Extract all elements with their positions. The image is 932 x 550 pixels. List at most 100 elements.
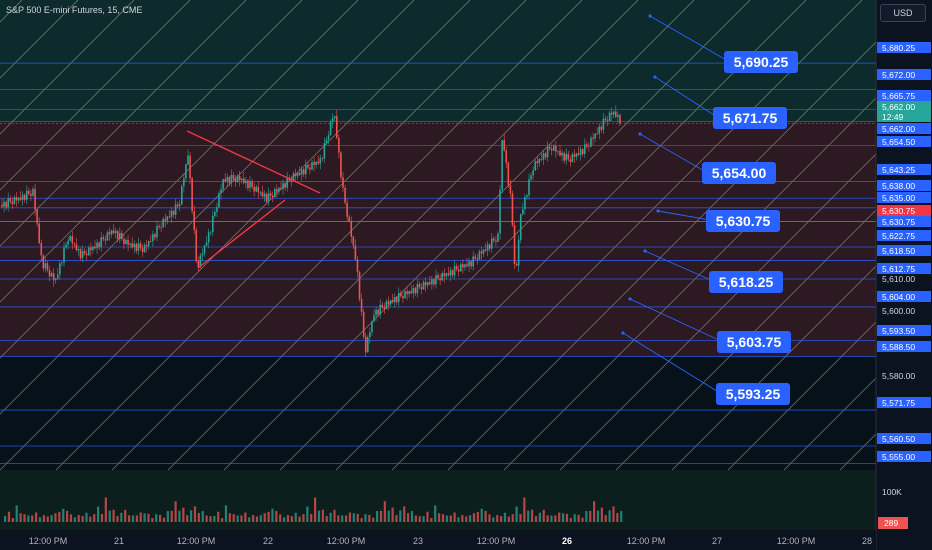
candle-body <box>40 243 43 256</box>
candle-body <box>509 185 512 194</box>
candle-body <box>265 193 268 202</box>
callout-6[interactable]: 5,603.75 <box>717 331 791 353</box>
price-label: 5,662.00 <box>882 102 915 112</box>
volume-bar <box>286 515 290 522</box>
candle-body <box>181 186 183 205</box>
candle-body <box>52 273 55 281</box>
price-label-bg <box>877 205 931 216</box>
candle-body <box>348 216 350 222</box>
candle-body <box>441 273 443 281</box>
candle-body <box>309 167 311 170</box>
candle-body <box>98 242 100 248</box>
callout-7[interactable]: 5,593.25 <box>716 383 790 405</box>
volume-bar <box>217 511 220 522</box>
candle-body <box>125 239 127 245</box>
candle-body <box>406 291 408 295</box>
candle-body <box>565 153 567 161</box>
symbol-title[interactable]: S&P 500 E-mini Futures, 15, CME <box>6 5 143 15</box>
callout-2[interactable]: 5,671.75 <box>713 107 787 129</box>
candle-body <box>342 177 344 188</box>
candle-body <box>598 126 601 134</box>
volume-bar <box>58 511 61 522</box>
price-label-bg <box>877 245 931 256</box>
candle-body <box>156 226 158 238</box>
price-label-bg <box>877 341 931 352</box>
candle-body <box>544 153 547 158</box>
price-label: 5,610.00 <box>882 274 915 284</box>
volume-bar <box>248 517 251 522</box>
callout-box <box>716 383 790 405</box>
volume-bar <box>379 510 383 522</box>
volume-bar <box>531 509 534 522</box>
channel-line <box>391 0 863 471</box>
candle-body <box>251 181 253 187</box>
volume-scale-label: 100K <box>882 487 902 497</box>
time-label: 12:00 PM <box>777 536 816 546</box>
candle-body <box>377 309 379 315</box>
volume-bar <box>128 515 131 522</box>
price-label: 5,643.25 <box>882 165 915 175</box>
time-axis[interactable]: 12:00 PM 21 12:00 PM 22 12:00 PM 23 12:00 PM 26… <box>0 530 876 550</box>
volume-bar <box>449 515 452 522</box>
callout-anchor <box>648 14 652 18</box>
price-axis[interactable]: 5,680.255,672.005,665.755,662.0012:495,6… <box>875 0 932 550</box>
callout-box <box>706 210 780 232</box>
candle-body <box>19 197 22 200</box>
candle-body <box>499 189 501 234</box>
candle-body <box>474 256 477 259</box>
candle-body <box>536 161 539 164</box>
candle-body <box>205 242 208 246</box>
candle-body <box>284 183 286 188</box>
candle-body <box>420 287 423 290</box>
candlestick-series <box>1 105 621 358</box>
candle-body <box>102 237 105 240</box>
volume-bar <box>151 518 154 522</box>
callout-3[interactable]: 5,654.00 <box>702 162 776 184</box>
price-label: 5,662.00 <box>882 124 915 134</box>
candle-body <box>3 201 5 207</box>
candle-body <box>534 161 536 171</box>
callout-5[interactable]: 5,618.25 <box>709 271 783 293</box>
volume-bar <box>538 512 541 522</box>
currency-button[interactable]: USD <box>880 4 926 22</box>
callout-price: 5,690.25 <box>734 54 789 70</box>
candle-body <box>412 288 415 294</box>
volume-bar <box>298 516 301 522</box>
candle-body <box>83 251 86 254</box>
volume-bar <box>395 515 398 522</box>
candle-body <box>393 297 396 303</box>
price-label: 5,654.50 <box>882 137 915 147</box>
candle-body <box>13 197 16 204</box>
volume-bar <box>240 515 243 522</box>
candle-body <box>581 149 584 154</box>
callout-1[interactable]: 5,690.25 <box>724 51 798 73</box>
candle-body <box>404 291 406 299</box>
red-zone <box>0 121 876 357</box>
candle-body <box>92 246 94 251</box>
candle-body <box>302 169 305 175</box>
volume-bar <box>166 511 169 522</box>
candle-body <box>557 150 559 152</box>
volume-bar <box>93 514 96 522</box>
candle-body <box>387 301 390 304</box>
price-label-bg <box>877 164 931 175</box>
volume-bar <box>604 515 607 522</box>
triangle-drawing[interactable] <box>186 130 321 269</box>
callout-4[interactable]: 5,630.75 <box>706 210 780 232</box>
candle-body <box>228 177 231 184</box>
candle-body <box>482 249 485 254</box>
volume-bar <box>523 497 526 522</box>
candle-body <box>592 137 594 139</box>
candle-body <box>59 263 61 275</box>
candle-body <box>96 242 98 249</box>
candle-body <box>596 133 598 135</box>
candle-body <box>431 279 433 285</box>
price-callouts[interactable]: 5,690.25 5,671.75 5,654.00 5,630.75 5,618.25… <box>702 51 798 405</box>
candle-body <box>493 238 495 241</box>
price-label: 5,580.00 <box>882 371 915 381</box>
volume-bar <box>581 517 584 522</box>
candle-body <box>424 282 427 286</box>
callout-connector <box>654 76 718 118</box>
